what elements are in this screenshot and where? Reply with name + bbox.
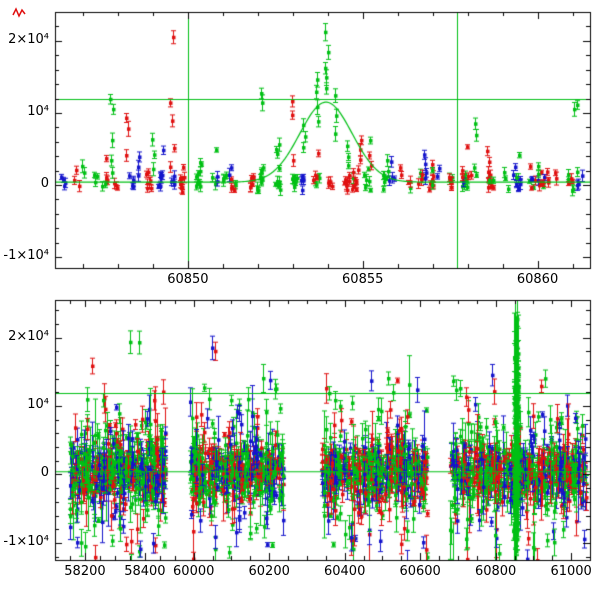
stray-mark-icon — [12, 7, 26, 18]
stray-mark — [12, 4, 28, 18]
